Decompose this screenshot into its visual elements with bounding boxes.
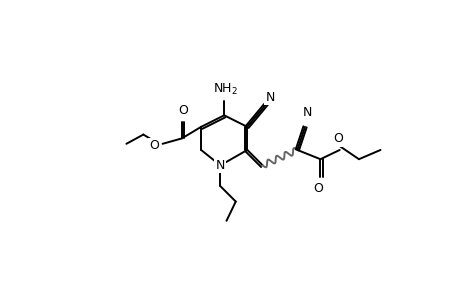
Text: O: O: [313, 182, 322, 194]
Text: NH$_2$: NH$_2$: [213, 82, 238, 97]
Text: O: O: [149, 139, 158, 152]
Text: N: N: [302, 106, 311, 119]
Text: N: N: [215, 159, 224, 172]
Text: N: N: [265, 91, 274, 104]
Text: O: O: [178, 104, 188, 117]
Text: O: O: [332, 132, 342, 145]
